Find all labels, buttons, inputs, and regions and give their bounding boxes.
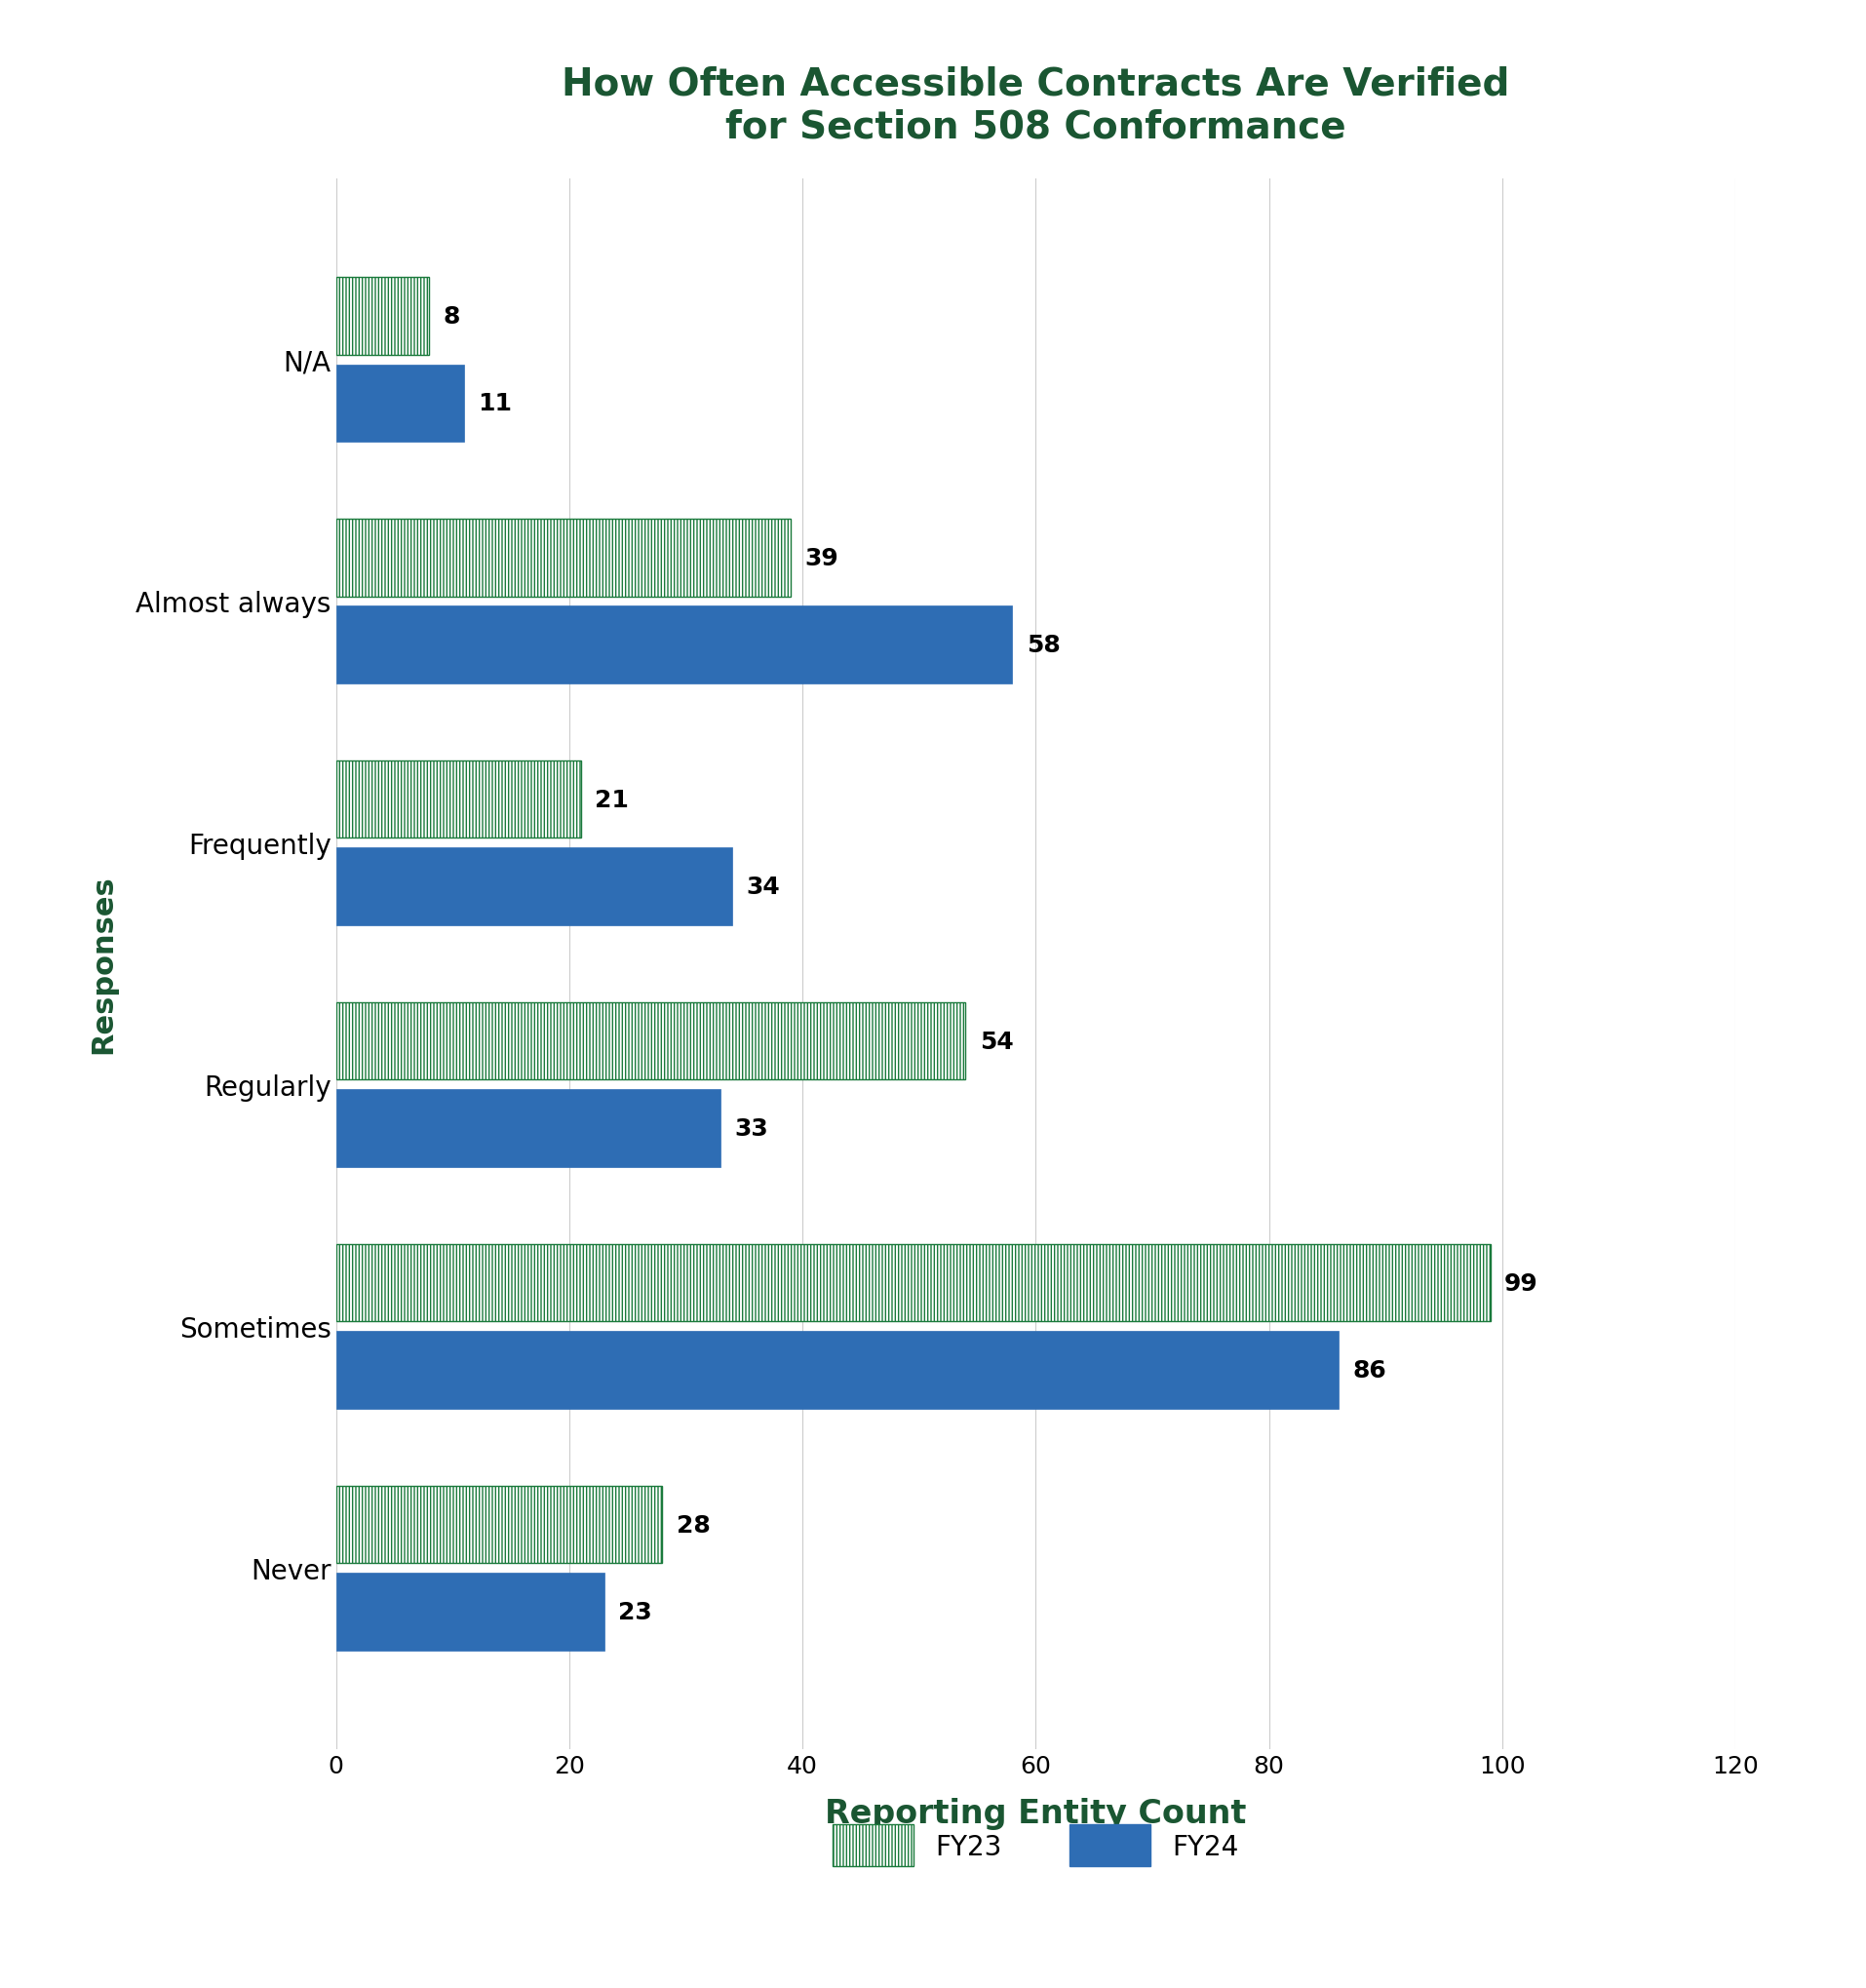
Bar (336, 1487, 662, 1563)
Text: 8: 8 (444, 304, 461, 328)
Text: 34: 34 (746, 875, 780, 899)
Text: 28: 28 (677, 1513, 711, 1537)
X-axis label: Reporting Entity Count: Reporting Entity Count (825, 1797, 1246, 1829)
Text: 11: 11 (478, 392, 513, 415)
Bar (336, 1573, 605, 1650)
Legend: FY23, FY24: FY23, FY24 (821, 1813, 1250, 1877)
Title: How Often Accessible Contracts Are Verified
for Section 508 Conformance: How Often Accessible Contracts Are Verif… (562, 66, 1510, 145)
Bar (336, 366, 465, 441)
Text: 54: 54 (980, 1030, 1013, 1054)
Bar (336, 519, 791, 596)
Bar (336, 1002, 967, 1079)
Text: 58: 58 (1026, 634, 1060, 656)
Text: 21: 21 (595, 787, 629, 811)
Text: 23: 23 (618, 1600, 651, 1624)
Bar (336, 1332, 1340, 1409)
Text: 39: 39 (804, 547, 838, 571)
Bar (336, 849, 731, 926)
Bar (336, 761, 580, 839)
Y-axis label: Responses: Responses (88, 875, 118, 1054)
Bar (336, 278, 429, 356)
Text: 33: 33 (735, 1117, 769, 1141)
Bar (336, 1244, 1491, 1322)
Bar (336, 606, 1013, 684)
Text: 99: 99 (1504, 1272, 1538, 1294)
Text: 86: 86 (1353, 1358, 1386, 1382)
Bar (336, 1089, 720, 1167)
